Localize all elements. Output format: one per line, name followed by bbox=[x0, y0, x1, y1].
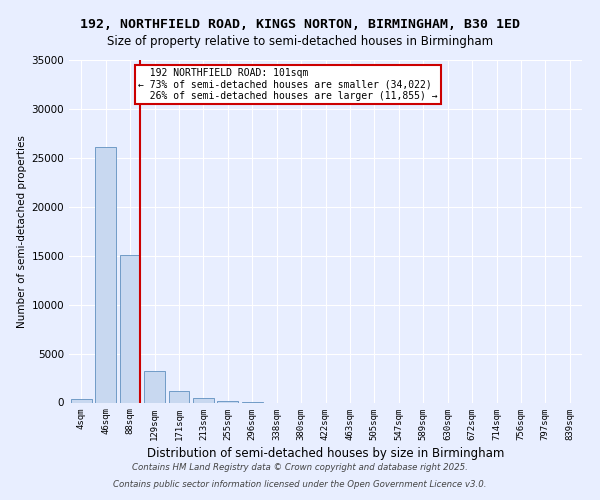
Text: Contains public sector information licensed under the Open Government Licence v3: Contains public sector information licen… bbox=[113, 480, 487, 489]
Text: Contains HM Land Registry data © Crown copyright and database right 2025.: Contains HM Land Registry data © Crown c… bbox=[132, 464, 468, 472]
Bar bbox=[193, 398, 214, 402]
Text: 192, NORTHFIELD ROAD, KINGS NORTON, BIRMINGHAM, B30 1ED: 192, NORTHFIELD ROAD, KINGS NORTON, BIRM… bbox=[80, 18, 520, 30]
Text: 192 NORTHFIELD ROAD: 101sqm  
← 73% of semi-detached houses are smaller (34,022): 192 NORTHFIELD ROAD: 101sqm ← 73% of sem… bbox=[138, 68, 437, 101]
X-axis label: Distribution of semi-detached houses by size in Birmingham: Distribution of semi-detached houses by … bbox=[147, 446, 504, 460]
Bar bbox=[169, 391, 190, 402]
Bar bbox=[71, 399, 92, 402]
Y-axis label: Number of semi-detached properties: Number of semi-detached properties bbox=[17, 135, 27, 328]
Bar bbox=[95, 147, 116, 403]
Bar bbox=[144, 371, 165, 402]
Bar bbox=[217, 400, 238, 402]
Bar bbox=[119, 254, 140, 402]
Text: Size of property relative to semi-detached houses in Birmingham: Size of property relative to semi-detach… bbox=[107, 35, 493, 48]
